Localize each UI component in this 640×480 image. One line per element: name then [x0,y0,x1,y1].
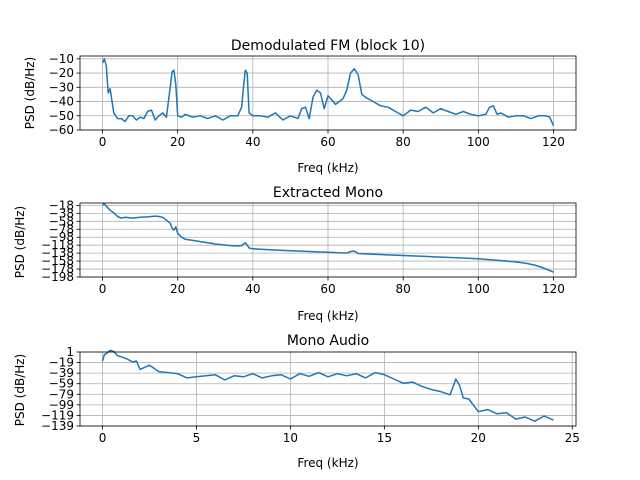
y-tick-label: −20 [49,66,74,80]
y-tick-label: −30 [49,80,74,94]
x-tick-label: 40 [245,135,260,149]
y-tick-label: −50 [49,109,74,123]
subplot-demodulated-fm: Demodulated FM (block 10) 0 20 40 60 80 100 12… [23,38,577,175]
axes-frame [79,202,577,278]
y-tick-label: −38 [49,206,74,220]
axes-frame [79,55,577,131]
y-tick-label: −158 [41,254,74,268]
x-tick-label: 100 [467,135,490,149]
y-tick-label: −178 [41,262,74,276]
y-tick-label: −79 [49,387,74,401]
psd-line [101,349,554,422]
subplot-extracted-mono: Extracted Mono 0 20 40 60 80 100 120−198−178−1… [13,185,577,323]
y-tick-label: −198 [41,270,74,284]
x-axis-label: Freq (kHz) [297,456,358,470]
x-tick-label: 60 [320,282,335,296]
y-tick-label: −98 [49,230,74,244]
chart-title: Demodulated FM (block 10) [231,38,425,54]
x-tick-label: 120 [542,135,565,149]
x-tick-label: 80 [396,282,411,296]
x-axis-label: Freq (kHz) [297,309,358,323]
y-axis-label: PSD (dB/Hz) [13,354,27,427]
x-tick-label: 20 [170,135,185,149]
y-tick-label: −10 [49,52,74,66]
chart-title: Extracted Mono [273,185,383,201]
x-tick-label: 25 [565,431,580,445]
y-tick-label: −60 [49,123,74,137]
x-tick-label: 0 [99,431,107,445]
y-tick-label: −59 [49,377,74,391]
y-tick-label: −18 [49,198,74,212]
x-tick-label: 20 [471,431,486,445]
y-tick-label: −138 [41,246,74,260]
x-tick-label: 20 [170,282,185,296]
subplot-mono-audio: Mono Audio 0 5 10 15 20 25 −139−119−99−79−59−3… [13,333,580,470]
y-tick-label: −58 [49,214,74,228]
x-tick-label: 60 [320,135,335,149]
y-tick-label: −118 [41,238,74,252]
y-tick-label: −19 [49,356,74,370]
y-tick-label: −139 [41,419,74,433]
y-axis-label: PSD (dB/Hz) [13,206,27,279]
psd-line [102,203,554,273]
x-tick-label: 40 [245,282,260,296]
y-axis-label: PSD (dB/Hz) [23,57,37,130]
psd-line [101,58,555,127]
axes-frame [79,351,577,427]
x-tick-label: 0 [99,282,107,296]
x-tick-label: 80 [396,135,411,149]
x-tick-label: 15 [377,431,392,445]
y-tick-label: −99 [49,398,74,412]
x-tick-label: 120 [542,282,565,296]
x-tick-label: 0 [99,135,107,149]
y-tick-label: −39 [49,366,74,380]
y-tick-label: −119 [41,408,74,422]
x-tick-label: 100 [467,282,490,296]
y-tick-label: −40 [49,95,74,109]
x-tick-label: 10 [283,431,298,445]
x-tick-label: 5 [193,431,201,445]
y-tick-label: −78 [49,222,74,236]
chart-title: Mono Audio [287,333,369,349]
y-tick-label: 1 [66,345,74,359]
x-axis-label: Freq (kHz) [297,161,358,175]
